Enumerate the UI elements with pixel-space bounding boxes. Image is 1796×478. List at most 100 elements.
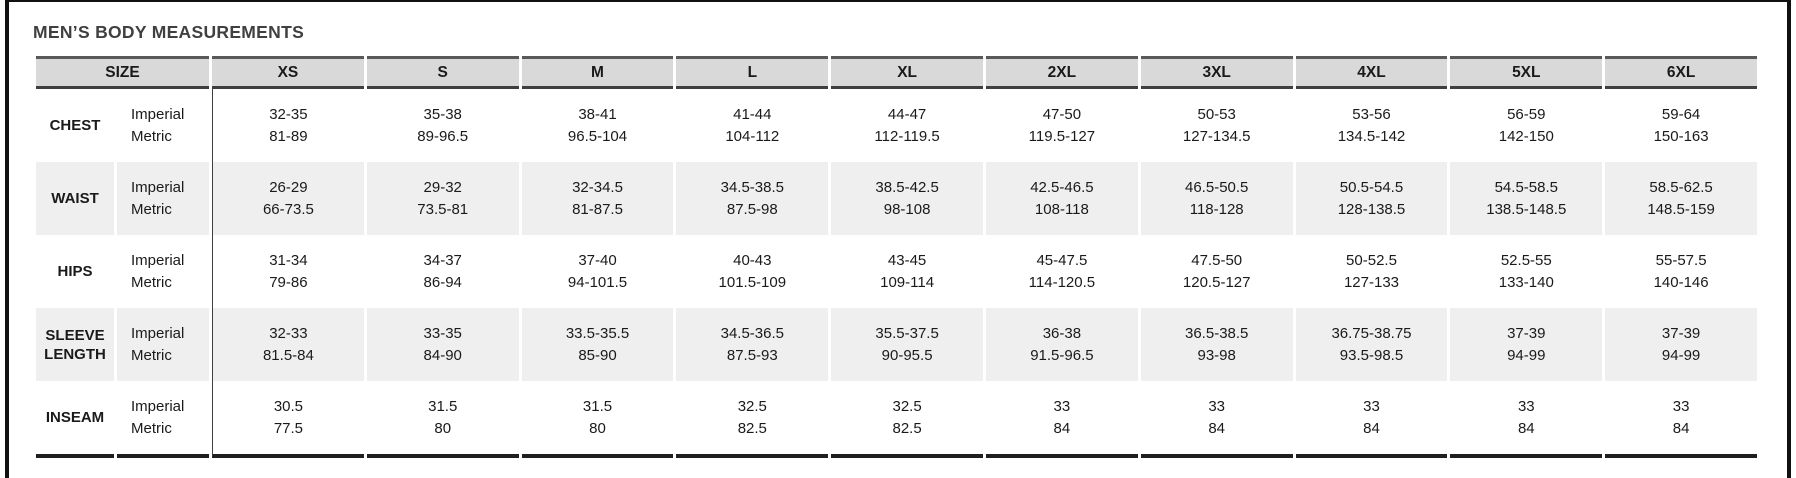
- measurement-cell: 47-50 119.5-127: [986, 89, 1138, 162]
- unit-labels: Imperial Metric: [117, 235, 209, 308]
- imperial-value: 33: [1672, 397, 1690, 415]
- measurement-cell: 33 84: [986, 381, 1138, 458]
- imperial-value: 55-57.5: [1655, 251, 1707, 269]
- measurement-cell: 34-37 86-94: [367, 235, 519, 308]
- measurement-cell: 53-56 134.5-142: [1296, 89, 1448, 162]
- measurement-cell: 45-47.5 114-120.5: [986, 235, 1138, 308]
- unit-imperial-label: Imperial: [131, 178, 185, 196]
- metric-value: 133-140: [1498, 273, 1554, 291]
- imperial-value: 26-29: [269, 178, 308, 196]
- metric-value: 114-120.5: [1028, 273, 1096, 291]
- imperial-value: 46.5-50.5: [1185, 178, 1249, 196]
- imperial-value: 56-59: [1507, 105, 1546, 123]
- measurement-cell: 32-35 81-89: [212, 89, 364, 162]
- imperial-value: 38.5-42.5: [875, 178, 939, 196]
- measurement-cell: 35-38 89-96.5: [367, 89, 519, 162]
- measurement-cell: 50.5-54.5 128-138.5: [1296, 162, 1448, 235]
- metric-value: 90-95.5: [881, 346, 933, 364]
- imperial-value: 36.75-38.75: [1331, 324, 1412, 342]
- column-header-5xl: 5XL: [1450, 56, 1603, 89]
- imperial-value: 32.5: [737, 397, 767, 415]
- metric-value: 109-114: [880, 273, 935, 291]
- unit-labels: Imperial Metric: [117, 308, 209, 381]
- unit-metric-label: Metric: [131, 200, 172, 218]
- imperial-value: 31.5: [428, 397, 458, 415]
- measurement-cell: 37-39 94-99: [1605, 308, 1757, 381]
- measurement-cell: 32-33 81.5-84: [212, 308, 364, 381]
- row-label: CHEST: [49, 117, 101, 134]
- measurement-cell: 31-34 79-86: [212, 235, 364, 308]
- measurement-cell: 34.5-38.5 87.5-98: [676, 162, 828, 235]
- unit-metric-label: Metric: [131, 273, 172, 291]
- imperial-value: 34.5-36.5: [720, 324, 784, 342]
- imperial-value: 41-44: [733, 105, 772, 123]
- column-header-m: M: [521, 56, 674, 89]
- measurement-cell: 41-44 104-112: [676, 89, 828, 162]
- metric-value: 84: [1672, 419, 1690, 437]
- imperial-value: 43-45: [887, 251, 927, 269]
- metric-value: 84: [1363, 419, 1380, 437]
- table-body: CHEST Imperial Metric 32-35 81-89 35-38 89-96.…: [36, 89, 1757, 458]
- measurement-cell: 33 84: [1450, 381, 1603, 458]
- imperial-value: 47-50: [1042, 105, 1082, 123]
- imperial-value: 50.5-54.5: [1339, 178, 1404, 196]
- table-row: HIPS Imperial Metric 31-34 79-86 34-37 86-94 37…: [36, 235, 1757, 308]
- metric-value: 104-112: [725, 127, 780, 145]
- measurement-cell: 31.5 80: [366, 381, 519, 458]
- table-header-row: SIZE XS S M L XL 2XL 3XL 4XL 5XL 6XL: [36, 56, 1757, 89]
- metric-value: 118-128: [1189, 200, 1244, 218]
- unit-metric-label: Metric: [131, 127, 172, 145]
- metric-value: 84: [1053, 419, 1071, 437]
- unit-metric-label: Metric: [131, 419, 172, 437]
- imperial-value: 32-34.5: [572, 178, 623, 196]
- measurement-cell: 59-64 150-163: [1605, 89, 1757, 162]
- measurement-cell: 38.5-42.5 98-108: [831, 162, 983, 235]
- measurement-cell: 26-29 66-73.5: [212, 162, 364, 235]
- measurement-cell: 55-57.5 140-146: [1605, 235, 1757, 308]
- metric-value: 120.5-127: [1182, 273, 1251, 291]
- row-label: INSEAM: [36, 381, 114, 458]
- imperial-value: 34-37: [423, 251, 462, 269]
- metric-value: 94-99: [1661, 346, 1701, 364]
- measurement-cell: 33-35 84-90: [367, 308, 519, 381]
- unit-imperial-label: Imperial: [131, 324, 185, 342]
- metric-value: 127-133: [1343, 273, 1400, 291]
- imperial-value: 29-32: [423, 178, 462, 196]
- unit-labels: Imperial Metric: [117, 89, 209, 162]
- metric-value: 77.5: [273, 419, 304, 437]
- page: MEN’S BODY MEASUREMENTS SIZE XS S M L XL 2XL 3…: [5, 0, 1791, 478]
- imperial-value: 52.5-55: [1500, 251, 1552, 269]
- imperial-value: 36.5-38.5: [1185, 324, 1249, 342]
- measurement-cell: 31.5 80: [521, 381, 674, 458]
- metric-value: 93-98: [1197, 346, 1236, 364]
- measurements-table: SIZE XS S M L XL 2XL 3XL 4XL 5XL 6XL CHEST Imperia…: [33, 56, 1760, 458]
- metric-value: 127-134.5: [1182, 127, 1251, 145]
- column-header-xl: XL: [831, 56, 983, 89]
- table-row: CHEST Imperial Metric 32-35 81-89 35-38 89-96.…: [36, 89, 1757, 162]
- imperial-value: 31-34: [269, 251, 308, 269]
- imperial-value: 53-56: [1352, 105, 1391, 123]
- metric-value: 80: [434, 419, 452, 437]
- metric-value: 108-118: [1034, 200, 1089, 218]
- measurement-cell: 36.5-38.5 93-98: [1141, 308, 1293, 381]
- measurement-cell: 35.5-37.5 90-95.5: [831, 308, 983, 381]
- metric-value: 84-90: [423, 346, 462, 364]
- imperial-value: 47.5-50: [1191, 251, 1243, 269]
- measurement-cell: 33 84: [1295, 381, 1448, 458]
- unit-imperial-label: Imperial: [131, 105, 185, 123]
- measurement-cell: 50-52.5 127-133: [1296, 235, 1448, 308]
- measurement-cell: 30.5 77.5: [212, 381, 364, 458]
- imperial-value: 32-33: [269, 324, 308, 342]
- measurement-cell: 46.5-50.5 118-128: [1141, 162, 1293, 235]
- measurement-cell: 32-34.5 81-87.5: [522, 162, 674, 235]
- metric-value: 150-163: [1653, 127, 1709, 145]
- measurement-cell: 58.5-62.5 148.5-159: [1605, 162, 1757, 235]
- measurement-cell: 33 84: [1605, 381, 1757, 458]
- imperial-value: 33: [1363, 397, 1380, 415]
- metric-value: 81.5-84: [262, 346, 314, 364]
- metric-value: 82.5: [892, 419, 922, 437]
- metric-value: 112-119.5: [874, 127, 940, 145]
- imperial-value: 34.5-38.5: [720, 178, 784, 196]
- imperial-value: 35-38: [423, 105, 462, 123]
- metric-value: 142-150: [1498, 127, 1554, 145]
